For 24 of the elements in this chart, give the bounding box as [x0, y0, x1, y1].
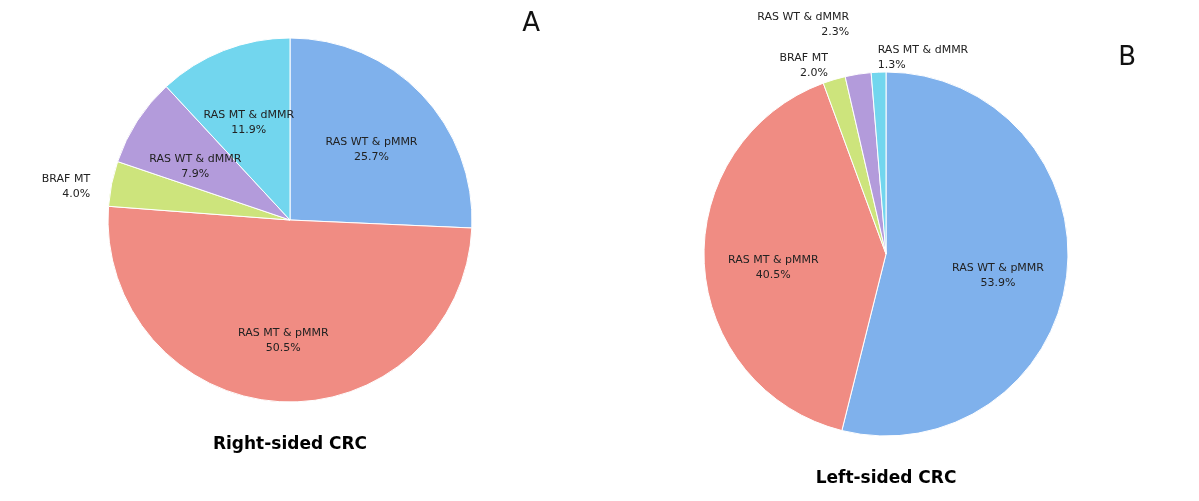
data-label: 2.3% [821, 24, 850, 38]
slice-label: RAS WT & pMMR [325, 134, 418, 148]
slice-label: BRAF MT [41, 172, 91, 186]
slice-label: RAS MT & pMMR [728, 253, 819, 267]
data-label: 40.5% [755, 268, 791, 282]
slice-label: RAS MT & pMMR [237, 325, 329, 339]
slice-label: RAS MT & dMMR [203, 107, 295, 121]
data-label: 11.9% [231, 122, 267, 136]
slice-label: RAS WT & pMMR [952, 260, 1045, 274]
data-label: 7.9% [181, 166, 210, 180]
text: Left-sided CRC [815, 467, 957, 487]
slice-label: RAS WT & dMMR [149, 151, 242, 165]
data-label: 2.0% [799, 66, 828, 80]
data-label: 1.3% [877, 58, 906, 72]
slice-label: RAS WT & dMMR [757, 9, 850, 23]
data-label: 4.0% [62, 187, 91, 201]
text: B [1118, 41, 1136, 71]
text: A [522, 7, 541, 37]
data-label: 50.5% [265, 340, 301, 354]
text: Right-sided CRC [212, 433, 368, 453]
slice-label: BRAF MT [779, 51, 829, 65]
data-label: 25.7% [354, 149, 389, 163]
data-label: 53.9% [980, 275, 1016, 289]
slice-label: RAS MT & dMMR [877, 43, 969, 57]
